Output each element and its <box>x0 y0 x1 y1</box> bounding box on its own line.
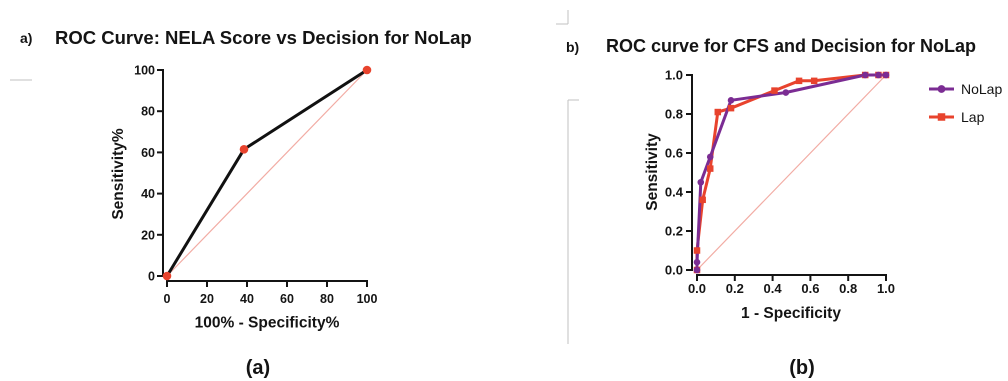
chart-a-data-point <box>239 145 249 154</box>
chart-b-legend-marker-nolap <box>937 85 946 93</box>
chart-b-y-axis-title: Sensitivity <box>644 133 661 211</box>
panel-b-caption: (b) <box>789 357 815 379</box>
chart-a-y-tick-label: 60 <box>141 146 155 160</box>
panel-a-caption: (a) <box>246 357 270 379</box>
panel-b-tag: b) <box>566 39 579 55</box>
chart-b-data-point-nolap <box>727 97 735 104</box>
chart-b-x-tick-label: 1.0 <box>877 281 895 296</box>
chart-a-reference-diagonal-line <box>166 69 368 277</box>
chart-b-x-tick-label: 0.8 <box>839 281 857 296</box>
chart-b-data-point-lap <box>699 196 706 204</box>
chart-a-y-tick-label: 100 <box>134 64 155 78</box>
chart-b-data-point-lap <box>693 247 701 254</box>
chart-b-y-tick-label: 0.6 <box>665 146 683 161</box>
chart-a-x-tick-label: 100 <box>357 292 378 306</box>
chart-b-y-tick-label: 0.0 <box>665 263 683 278</box>
chart-b-x-tick-label: 0.0 <box>688 281 706 296</box>
panel-a: a) ROC Curve: NELA Score vs Decision for… <box>20 27 472 379</box>
chart-b-y-tick-label: 0.4 <box>665 185 684 200</box>
chart-b-data-point-lap <box>771 87 778 94</box>
chart-b-x-tick-label: 0.2 <box>726 281 744 296</box>
chart-a-y-axis-title: Sensitivity% <box>110 128 127 220</box>
chart-b-x-tick-label: 0.4 <box>764 281 783 296</box>
chart-b-x-tick-label: 0.6 <box>801 281 819 296</box>
chart-a-y-tick-label: 20 <box>141 228 155 242</box>
chart-b-data-point-lap <box>810 77 818 85</box>
chart-a-x-tick-label: 60 <box>280 292 294 306</box>
chart-b-data-point-lap <box>706 165 714 172</box>
chart-a-x-tick-label: 0 <box>164 292 171 306</box>
chart-a-data-point <box>362 65 372 75</box>
chart-b-data-point-nolap <box>875 71 882 79</box>
chart-a-data-point <box>162 271 172 281</box>
chart-b-reference-diagonal-line <box>696 74 887 271</box>
chart-a-y-tick-label: 0 <box>148 270 155 284</box>
chart-b-y-tick-label: 0.8 <box>665 107 683 122</box>
chart-b-data-point-nolap <box>706 153 714 161</box>
chart-b-x-axis-title: 1 - Specificity <box>741 305 841 322</box>
chart-b-y-tick-label: 0.2 <box>665 224 683 239</box>
chart-b-data-point-nolap <box>782 89 790 96</box>
chart-b-data-point-lap <box>714 108 722 116</box>
chart-b-data-point-nolap <box>861 71 869 79</box>
chart-b-data-point-lap <box>727 104 735 112</box>
chart-b-legend-marker-lap <box>937 113 946 121</box>
chart-b-legend-label-nolap: NoLap <box>961 81 1002 97</box>
panel-a-tag: a) <box>20 30 32 46</box>
chart-b-legend-label-lap: Lap <box>961 109 985 125</box>
chart-a-plot-area: 0 20 40 60 80 100 0 20 40 60 80 100 <box>134 64 377 307</box>
chart-a-y-tick-label: 80 <box>141 105 155 119</box>
chart-b-y-tick-label: 1.0 <box>665 68 683 83</box>
chart-b-data-point-lap <box>795 77 803 85</box>
chart-b-data-point-nolap <box>882 71 890 79</box>
chart-b-data-point-nolap <box>693 258 701 266</box>
chart-a-title: ROC Curve: NELA Score vs Decision for No… <box>55 27 472 48</box>
chart-a-x-axis-title: 100% - Specificity% <box>195 315 340 332</box>
chart-b-legend: NoLap Lap <box>929 81 1002 125</box>
chart-a-x-tick-label: 20 <box>200 292 214 306</box>
chart-a-x-tick-label: 40 <box>240 292 254 306</box>
chart-b-plot-area: 0.0 0.2 0.4 0.6 0.8 1.0 0.0 0.2 0.4 0.6 0.8 1.0 <box>665 68 895 297</box>
chart-a-y-tick-label: 40 <box>141 187 155 201</box>
panel-b: b) ROC curve for CFS and Decision for No… <box>566 36 1002 379</box>
chart-b-data-point-nolap <box>697 178 705 186</box>
chart-b-data-point-nolap <box>693 266 701 274</box>
chart-b-title: ROC curve for CFS and Decision for NoLap <box>606 36 976 56</box>
chart-a-x-tick-label: 80 <box>320 292 334 306</box>
